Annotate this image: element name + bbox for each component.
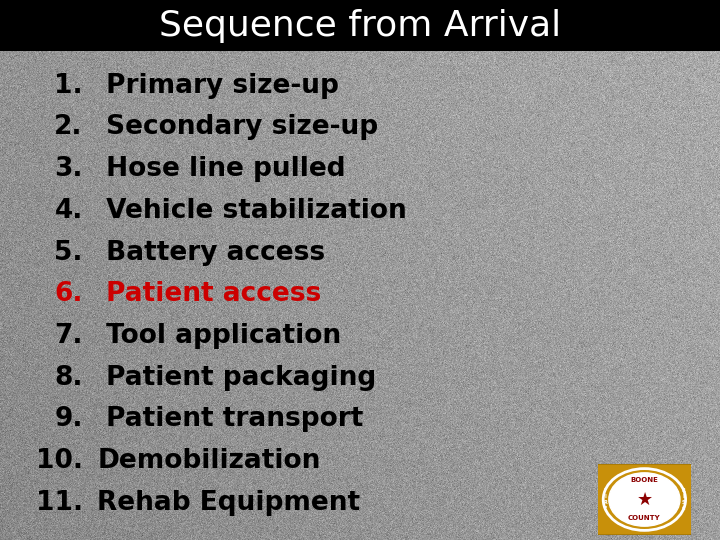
- Text: 7.: 7.: [54, 323, 83, 349]
- Text: Hose line pulled: Hose line pulled: [97, 156, 346, 182]
- Text: 1.: 1.: [54, 73, 83, 99]
- Text: ★: ★: [636, 490, 652, 509]
- Text: 9.: 9.: [54, 407, 83, 433]
- Text: 10.: 10.: [36, 448, 83, 474]
- Text: COUNTY: COUNTY: [628, 515, 661, 521]
- Text: F
I
R
E: F I R E: [603, 488, 607, 511]
- Text: 11.: 11.: [36, 490, 83, 516]
- Text: 6.: 6.: [54, 281, 83, 307]
- Text: Vehicle stabilization: Vehicle stabilization: [97, 198, 407, 224]
- Text: Sequence from Arrival: Sequence from Arrival: [159, 9, 561, 43]
- Text: Secondary size-up: Secondary size-up: [97, 114, 378, 140]
- Text: BOONE: BOONE: [631, 477, 658, 483]
- Text: 8.: 8.: [54, 364, 83, 391]
- Text: Patient transport: Patient transport: [97, 407, 364, 433]
- Text: Primary size-up: Primary size-up: [97, 73, 339, 99]
- Text: Rehab Equipment: Rehab Equipment: [97, 490, 360, 516]
- FancyBboxPatch shape: [595, 463, 693, 536]
- Text: Patient access: Patient access: [97, 281, 321, 307]
- Text: R
E
S
C: R E S C: [682, 488, 685, 511]
- Circle shape: [609, 473, 680, 526]
- Text: 5.: 5.: [54, 240, 83, 266]
- Text: 3.: 3.: [54, 156, 83, 182]
- Text: 4.: 4.: [55, 198, 83, 224]
- Text: 2.: 2.: [54, 114, 83, 140]
- Text: Patient packaging: Patient packaging: [97, 364, 377, 391]
- Text: Demobilization: Demobilization: [97, 448, 320, 474]
- Bar: [0, 0, 720, 51]
- Text: Battery access: Battery access: [97, 240, 325, 266]
- Text: Tool application: Tool application: [97, 323, 341, 349]
